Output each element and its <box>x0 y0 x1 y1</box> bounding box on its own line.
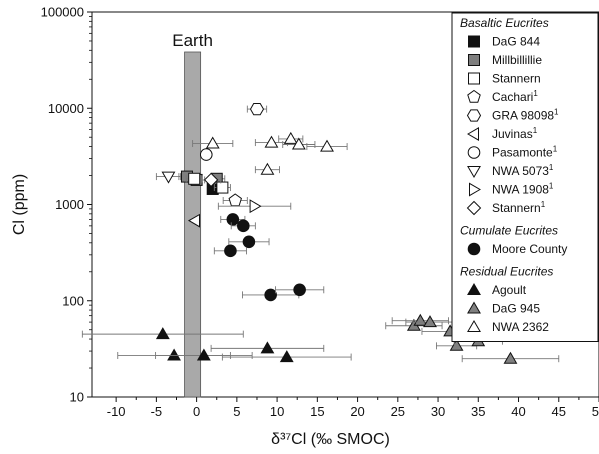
data-point <box>293 283 306 297</box>
data-point <box>260 341 275 354</box>
legend-superscript: 1 <box>553 145 558 154</box>
earth-band-rect <box>184 51 202 398</box>
legend-label: NWA 19081 <box>492 182 554 197</box>
x-tick-label: 15 <box>310 404 324 419</box>
legend-marker <box>467 89 481 103</box>
data-point <box>228 193 242 207</box>
legend-label: Millbillillie <box>492 53 542 67</box>
legend-marker <box>469 182 481 197</box>
data-point <box>205 136 220 149</box>
legend-label: GRA 980981 <box>492 108 559 123</box>
data-point <box>203 172 219 188</box>
data-point <box>249 199 262 214</box>
data-point <box>423 315 437 328</box>
y-axis-title: Cl (ppm) <box>11 174 28 235</box>
data-point <box>320 139 334 152</box>
x-tick-label: 5 <box>233 404 240 419</box>
legend-label: Pasamonte1 <box>492 145 558 160</box>
y-axis: 10 100 1000 10000 100000 <box>41 5 92 405</box>
legend-label: DaG 844 <box>492 35 540 49</box>
earth-annotation: Earth <box>172 31 213 50</box>
legend-superscript: 1 <box>541 200 546 209</box>
data-point <box>249 103 265 116</box>
legend-superscript: 1 <box>533 126 538 135</box>
x-tick-label: 25 <box>391 404 405 419</box>
legend-group-title: Basaltic Eucrites <box>460 16 549 30</box>
data-point <box>242 235 256 249</box>
x-tick-label: 20 <box>350 404 364 419</box>
legend-superscript: 1 <box>533 89 538 98</box>
data-point <box>161 171 176 184</box>
data-point <box>155 327 170 340</box>
y-tick-label: 10 <box>70 390 84 405</box>
legend-marker <box>467 283 481 295</box>
legend-marker <box>468 54 480 66</box>
x-tick-label: 40 <box>511 404 525 419</box>
legend-marker <box>467 127 479 141</box>
data-point <box>226 213 240 226</box>
x-tick-label: -10 <box>107 404 126 419</box>
legend-marker <box>468 72 480 85</box>
x-tick-label: 30 <box>431 404 445 419</box>
legend-marker <box>466 109 482 122</box>
legend-label: Stannern1 <box>492 200 546 215</box>
legend-label: NWA 50731 <box>492 163 554 178</box>
data-point <box>413 313 428 326</box>
x-tick-label: 50 <box>592 404 599 419</box>
legend: Basaltic Eucrites DaG 844 Millbillillie Sta… <box>451 12 599 342</box>
x-tick-label: 10 <box>270 404 284 419</box>
y-tick-label: 1000 <box>55 197 84 212</box>
data-point <box>264 135 279 148</box>
earth-band <box>184 51 202 398</box>
legend-marker <box>467 320 481 332</box>
data-point <box>449 338 464 351</box>
data-point <box>503 351 518 364</box>
data-point <box>283 131 298 144</box>
x-tick-label: 0 <box>193 404 200 419</box>
y-tick-label: 100000 <box>41 5 84 20</box>
legend-superscript: 1 <box>554 108 559 117</box>
legend-label: Juvinas1 <box>492 126 538 141</box>
y-tick-label: 10000 <box>48 101 84 116</box>
legend-label: DaG 945 <box>492 302 540 316</box>
legend-label: NWA 2362 <box>492 320 549 334</box>
legend-marker <box>468 35 480 48</box>
data-point <box>291 137 306 150</box>
data-point <box>199 148 213 161</box>
x-axis: -10 -5 0 5 10 15 20 25 30 35 40 45 50 <box>107 397 599 419</box>
data-point <box>236 219 250 233</box>
data-points <box>81 103 560 364</box>
legend-marker <box>467 242 481 256</box>
data-point <box>196 348 211 361</box>
legend-box <box>451 12 599 342</box>
x-tick-label: 45 <box>552 404 566 419</box>
legend-label: Stannern <box>492 72 541 86</box>
data-point <box>187 213 200 228</box>
x-axis-title: δ³⁷Cl (‰ SMOC) <box>271 431 390 448</box>
data-point <box>264 288 277 302</box>
data-point <box>279 350 294 363</box>
legend-superscript: 1 <box>549 163 554 172</box>
legend-marker <box>467 146 481 159</box>
data-point <box>260 162 275 175</box>
legend-marker <box>467 166 481 178</box>
x-tick-label: -5 <box>151 404 163 419</box>
data-point <box>188 172 201 185</box>
legend-superscript: 1 <box>549 182 554 191</box>
legend-label: Agoult <box>492 283 527 297</box>
legend-marker <box>466 200 482 216</box>
legend-marker <box>467 301 481 314</box>
legend-label: Moore County <box>492 242 567 256</box>
legend-group-title: Cumulate Eucrites <box>460 224 558 238</box>
data-point <box>216 181 229 194</box>
data-point <box>224 244 237 258</box>
data-point <box>167 348 181 361</box>
legend-group-title: Residual Eucrites <box>460 265 553 279</box>
x-tick-label: 35 <box>471 404 485 419</box>
y-tick-label: 100 <box>62 293 84 308</box>
legend-label: Cachari1 <box>492 89 538 104</box>
